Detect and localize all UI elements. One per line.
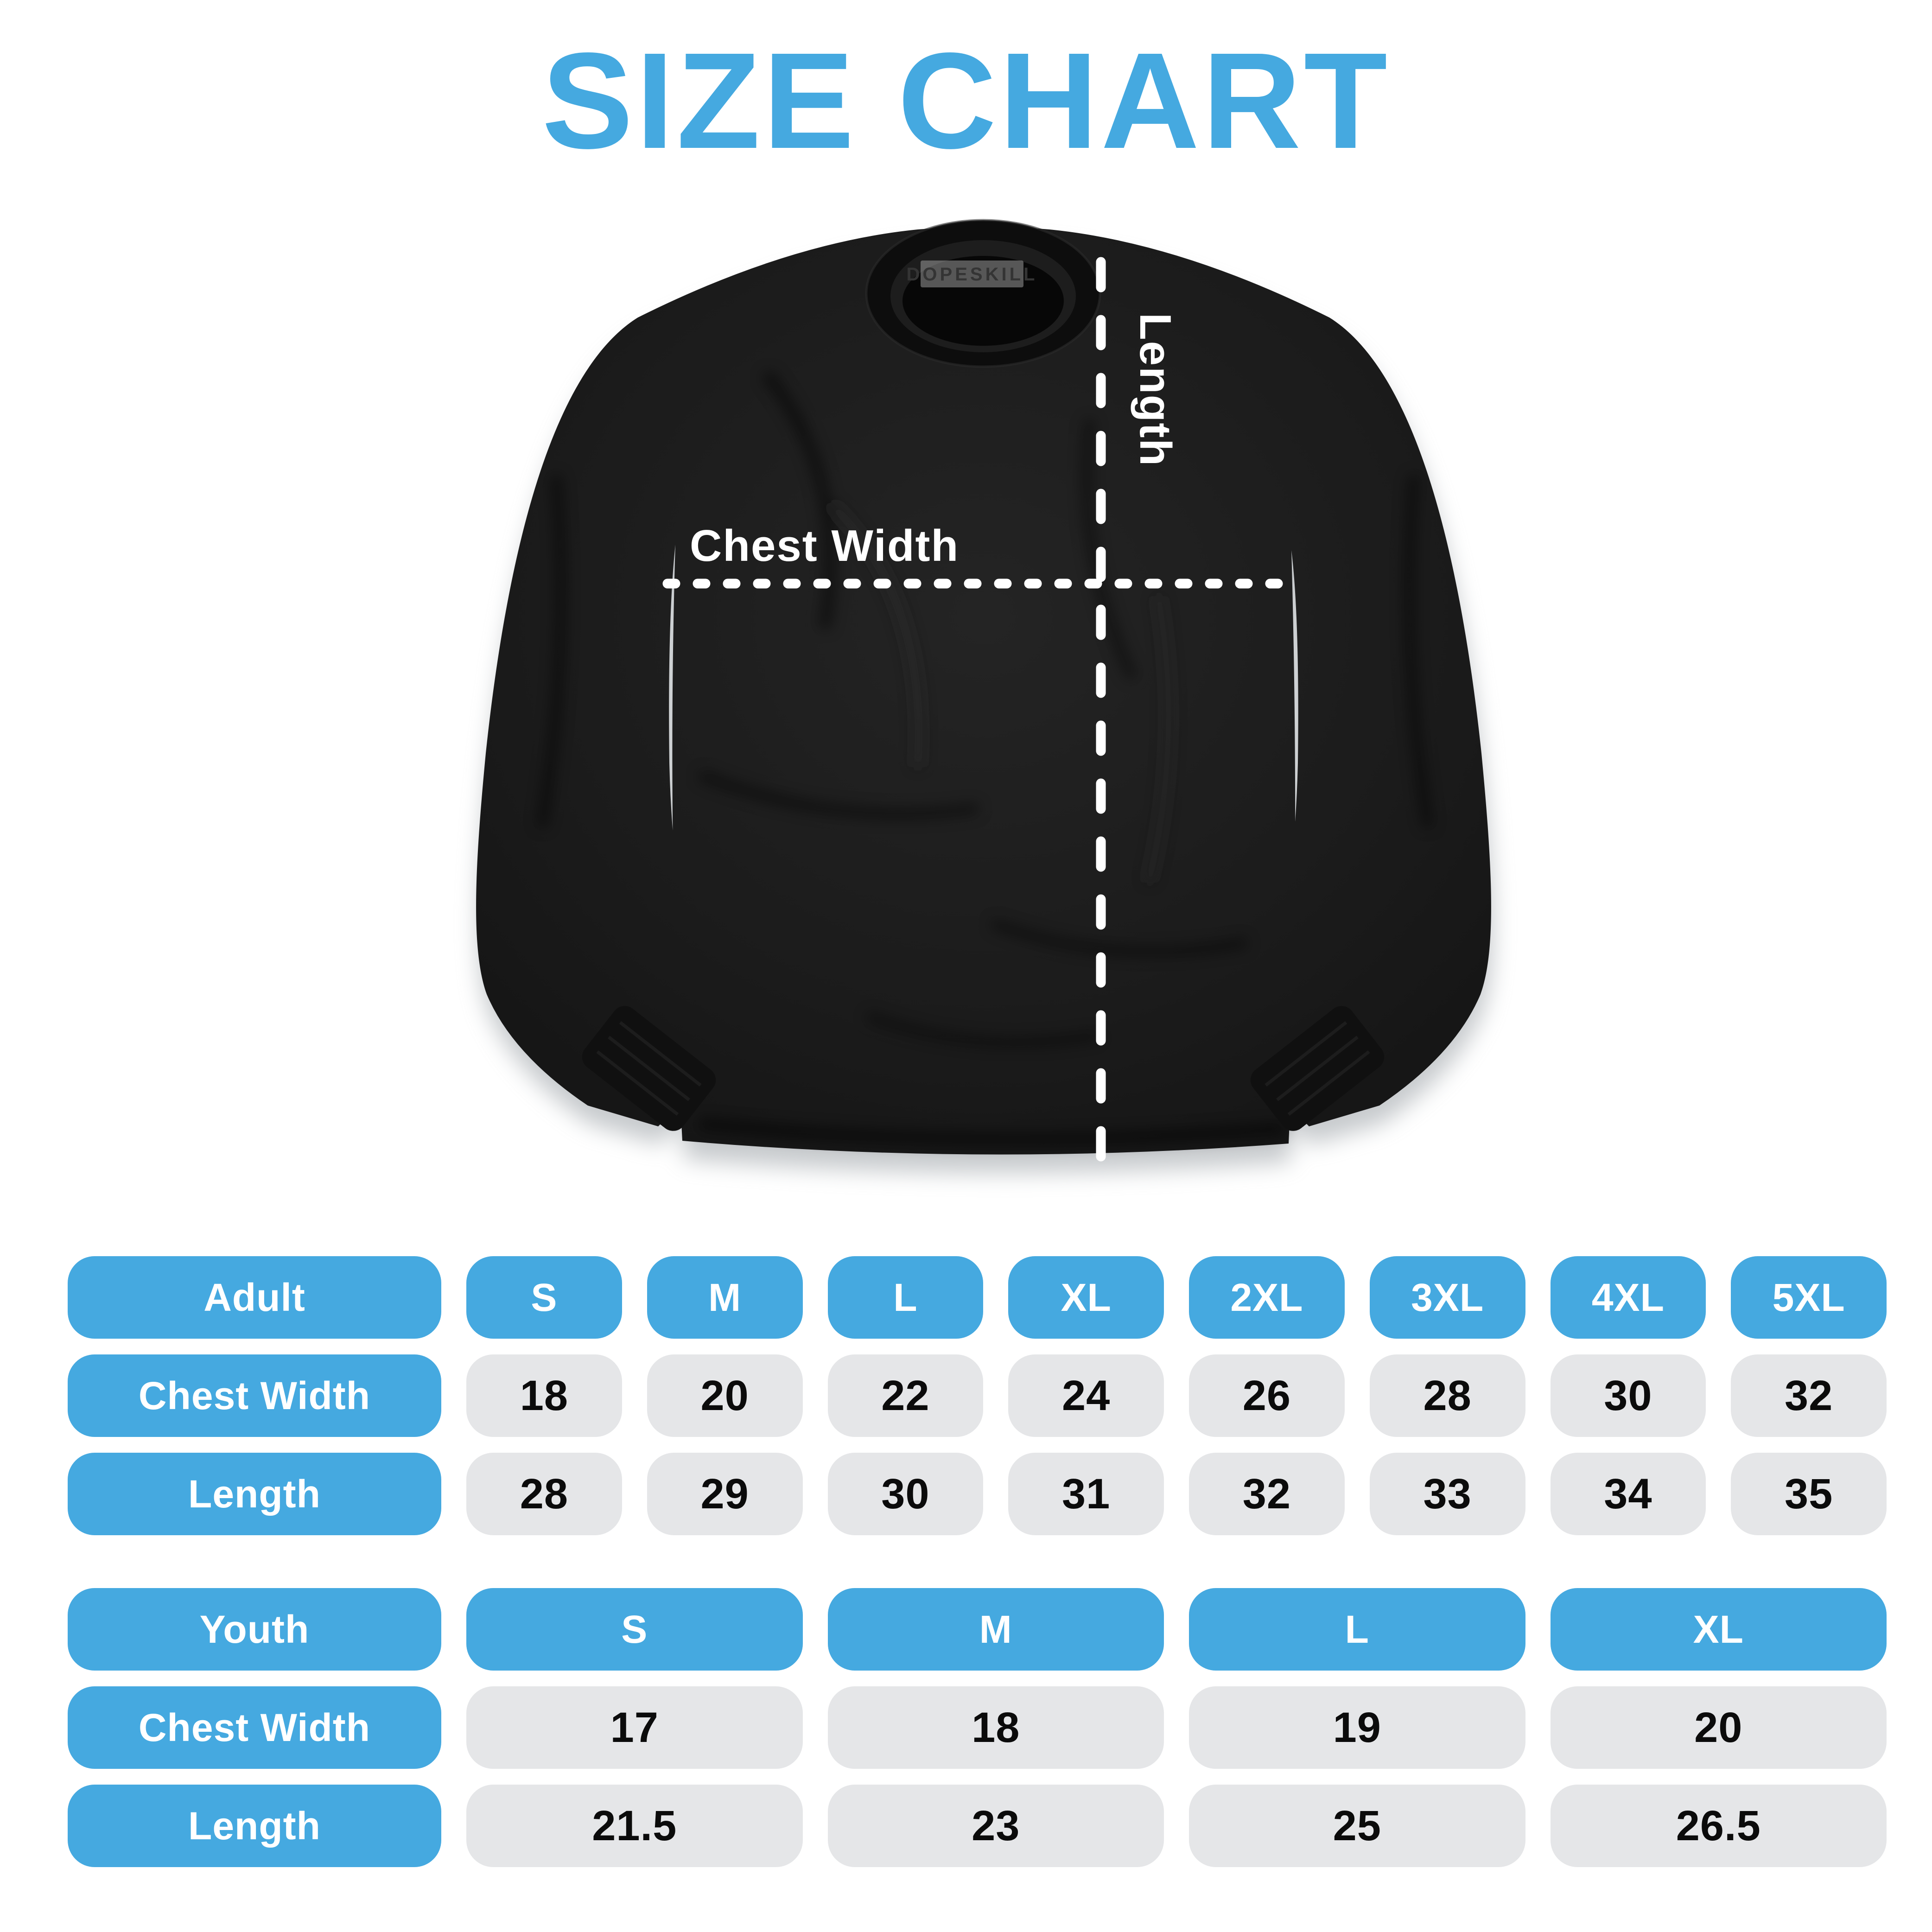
right-cuff (1250, 1006, 1385, 1131)
adult-size-4xl-pill: 4XL (1550, 1256, 1706, 1339)
adult-chest-width-s: 18 (466, 1354, 622, 1437)
shirt-measurement-diagram: DOPESKILL Chest Width Length (417, 183, 1553, 1249)
youth-chest-width-xl: 20 (1550, 1686, 1887, 1769)
adult-size-table: Adult S M L XL 2XL 3XL 4XL 5XL Chest Wid… (68, 1256, 1887, 1535)
adult-chest-width-2xl: 26 (1189, 1354, 1345, 1437)
adult-chest-width-5xl: 32 (1731, 1354, 1887, 1437)
adult-length-2xl: 32 (1189, 1453, 1345, 1535)
youth-size-l-pill: L (1189, 1588, 1525, 1671)
fabric-wrinkles (537, 371, 1433, 1145)
adult-length-3xl: 33 (1369, 1453, 1525, 1535)
youth-chest-width-m: 18 (827, 1686, 1164, 1769)
youth-size-xl-pill: XL (1550, 1588, 1887, 1671)
adult-length-xl: 31 (1008, 1453, 1164, 1535)
collar-tag: DOPESKILL (907, 261, 1038, 287)
chest-width-label: Chest Width (690, 521, 959, 571)
youth-size-table: Youth S M L XL Chest Width 17 18 19 20 L… (68, 1588, 1887, 1867)
youth-chest-width-l: 19 (1189, 1686, 1525, 1769)
left-cuff (582, 1006, 716, 1131)
length-label: Length (1131, 313, 1180, 467)
adult-length-row-label: Length (68, 1453, 441, 1535)
adult-length-l: 30 (827, 1453, 984, 1535)
adult-size-xl-pill: XL (1008, 1256, 1164, 1339)
youth-length-l: 25 (1189, 1785, 1525, 1867)
adult-length-s: 28 (466, 1453, 622, 1535)
youth-length-row-label: Length (68, 1785, 441, 1867)
adult-length-m: 29 (647, 1453, 803, 1535)
adult-size-2xl-pill: 2XL (1189, 1256, 1345, 1339)
adult-length-4xl: 34 (1550, 1453, 1706, 1535)
adult-size-5xl-pill: 5XL (1731, 1256, 1887, 1339)
adult-chest-width-row-label: Chest Width (68, 1354, 441, 1437)
youth-length-s: 21.5 (466, 1785, 803, 1867)
brand-label: DOPESKILL (907, 264, 1038, 285)
adult-size-3xl-pill: 3XL (1369, 1256, 1525, 1339)
youth-chest-width-s: 17 (466, 1686, 803, 1769)
adult-size-m-pill: M (647, 1256, 803, 1339)
adult-table-title-pill: Adult (68, 1256, 441, 1339)
adult-chest-width-l: 22 (827, 1354, 984, 1437)
youth-length-m: 23 (827, 1785, 1164, 1867)
shirt-illustration: DOPESKILL Chest Width Length (476, 199, 1493, 1173)
page-title: SIZE CHART (542, 24, 1390, 177)
youth-length-xl: 26.5 (1550, 1785, 1887, 1867)
youth-chest-width-row-label: Chest Width (68, 1686, 441, 1769)
youth-size-m-pill: M (827, 1588, 1164, 1671)
adult-size-l-pill: L (827, 1256, 984, 1339)
size-tables: Adult S M L XL 2XL 3XL 4XL 5XL Chest Wid… (68, 1256, 1887, 1867)
collar (865, 219, 1101, 368)
youth-table-title-pill: Youth (68, 1588, 441, 1671)
adult-chest-width-xl: 24 (1008, 1354, 1164, 1437)
adult-chest-width-3xl: 28 (1369, 1354, 1525, 1437)
adult-length-5xl: 35 (1731, 1453, 1887, 1535)
adult-chest-width-m: 20 (647, 1354, 803, 1437)
adult-chest-width-4xl: 30 (1550, 1354, 1706, 1437)
adult-size-s-pill: S (466, 1256, 622, 1339)
youth-size-s-pill: S (466, 1588, 803, 1671)
